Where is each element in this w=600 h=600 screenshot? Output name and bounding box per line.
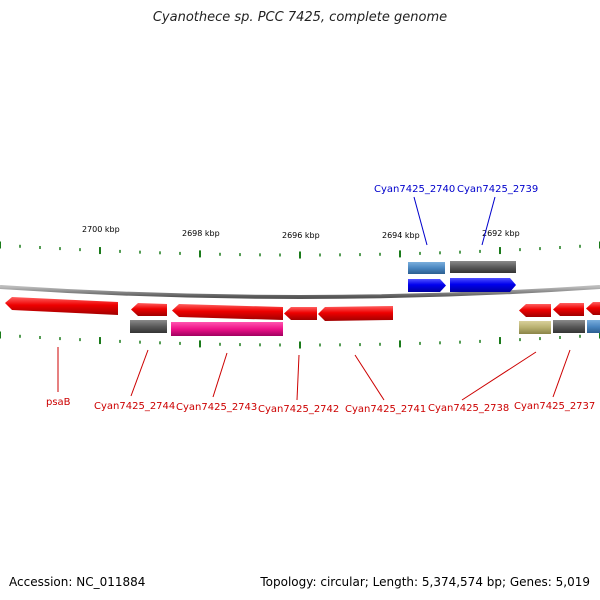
gene-arrow-cyan7425-2743[interactable] — [172, 304, 283, 320]
inner-tick-ring — [0, 331, 600, 349]
label-leader-lines — [57, 196, 571, 401]
gene-arrow-cyan7425-2740[interactable] — [408, 279, 446, 292]
gene-label-cyan7425-2743[interactable]: Cyan7425_2743 — [176, 402, 257, 413]
gene-arrow-partial-right[interactable] — [586, 302, 600, 315]
cog-block-cyan7425-2740 — [408, 262, 445, 274]
page-title: Cyanothece sp. PCC 7425, complete genome — [152, 10, 448, 25]
genome-summary-text: Topology: circular; Length: 5,374,574 bp… — [260, 575, 590, 589]
gene-label-cyan7425-2741[interactable]: Cyan7425_2741 — [345, 404, 426, 415]
leader-cyan7425-2738 — [461, 351, 537, 401]
scale-label-2694: 2694 kbp — [382, 231, 420, 240]
leader-cyan7425-2744 — [130, 349, 149, 397]
cog-block-cyan7425-2737 — [553, 320, 585, 333]
scale-labels: 2700 kbp 2698 kbp 2696 kbp 2694 kbp 2692… — [82, 225, 520, 240]
cog-block-cyan7425-2738 — [519, 321, 551, 334]
scale-label-2698: 2698 kbp — [182, 229, 220, 238]
gene-label-cyan7425-2744[interactable]: Cyan7425_2744 — [94, 401, 175, 412]
cog-block-cyan7425-2744 — [130, 320, 167, 333]
gene-arrow-cyan7425-2738[interactable] — [519, 304, 551, 317]
gene-arrow-cyan7425-2737[interactable] — [553, 303, 584, 316]
accession-text: Accession: NC_011884 — [9, 575, 146, 589]
cog-block-cyan7425-2743 — [171, 322, 283, 336]
gene-label-cyan7425-2742[interactable]: Cyan7425_2742 — [258, 404, 339, 415]
leader-cyan7425-2741 — [354, 354, 385, 401]
leader-cyan7425-2742 — [296, 354, 300, 401]
gene-label-cyan7425-2738[interactable]: Cyan7425_2738 — [428, 403, 509, 414]
outer-tick-ring — [0, 241, 600, 259]
cog-block-cyan7425-2739 — [450, 261, 516, 273]
reverse-cog-blocks — [130, 320, 600, 336]
gene-labels: Cyan7425_2740 Cyan7425_2739 psaB Cyan742… — [46, 184, 595, 415]
gene-arrow-cyan7425-2739[interactable] — [450, 278, 516, 292]
leader-cyan7425-2737 — [552, 349, 571, 398]
gene-arrow-cyan7425-2741[interactable] — [318, 306, 393, 321]
gene-label-cyan7425-2740[interactable]: Cyan7425_2740 — [374, 184, 455, 195]
gene-arrow-cyan7425-2742[interactable] — [284, 307, 317, 320]
leader-cyan7425-2743 — [212, 352, 228, 398]
scale-label-2700: 2700 kbp — [82, 225, 120, 234]
forward-genes — [408, 278, 516, 292]
forward-cog-blocks — [408, 261, 516, 274]
scale-label-2692: 2692 kbp — [482, 229, 520, 238]
reverse-genes — [5, 297, 600, 321]
leader-cyan7425-2740 — [413, 196, 428, 246]
gene-arrow-psab[interactable] — [5, 297, 118, 315]
gene-label-cyan7425-2739[interactable]: Cyan7425_2739 — [457, 184, 538, 195]
gene-label-psab[interactable]: psaB — [46, 397, 71, 408]
gene-label-cyan7425-2737[interactable]: Cyan7425_2737 — [514, 401, 595, 412]
genome-backbone — [0, 285, 600, 299]
gene-arrow-cyan7425-2744[interactable] — [131, 303, 167, 316]
cog-block-partial-right — [587, 320, 600, 333]
scale-label-2696: 2696 kbp — [282, 231, 320, 240]
leader-cyan7425-2739 — [481, 196, 496, 246]
